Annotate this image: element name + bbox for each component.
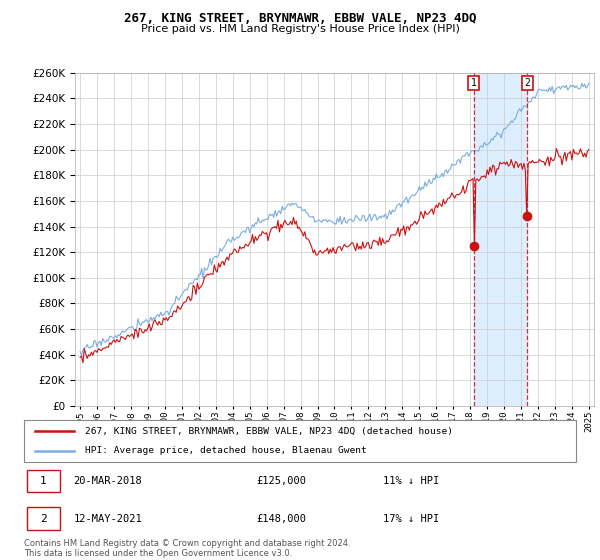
Text: Contains HM Land Registry data © Crown copyright and database right 2024.
This d: Contains HM Land Registry data © Crown c… [24, 539, 350, 558]
Text: £125,000: £125,000 [256, 476, 306, 486]
Text: 2: 2 [40, 514, 47, 524]
Text: 20-MAR-2018: 20-MAR-2018 [74, 476, 142, 486]
FancyBboxPatch shape [24, 420, 576, 462]
Text: 267, KING STREET, BRYNMAWR, EBBW VALE, NP23 4DQ: 267, KING STREET, BRYNMAWR, EBBW VALE, N… [124, 12, 476, 25]
Text: 1: 1 [40, 476, 47, 486]
FancyBboxPatch shape [27, 470, 60, 492]
Text: 267, KING STREET, BRYNMAWR, EBBW VALE, NP23 4DQ (detached house): 267, KING STREET, BRYNMAWR, EBBW VALE, N… [85, 427, 453, 436]
Text: 2: 2 [524, 78, 530, 88]
Text: 11% ↓ HPI: 11% ↓ HPI [383, 476, 439, 486]
Text: 12-MAY-2021: 12-MAY-2021 [74, 514, 142, 524]
Text: 1: 1 [471, 78, 476, 88]
Text: Price paid vs. HM Land Registry's House Price Index (HPI): Price paid vs. HM Land Registry's House … [140, 24, 460, 34]
FancyBboxPatch shape [27, 507, 60, 530]
Text: HPI: Average price, detached house, Blaenau Gwent: HPI: Average price, detached house, Blae… [85, 446, 367, 455]
Text: 17% ↓ HPI: 17% ↓ HPI [383, 514, 439, 524]
Bar [474, 73, 527, 406]
Text: £148,000: £148,000 [256, 514, 306, 524]
